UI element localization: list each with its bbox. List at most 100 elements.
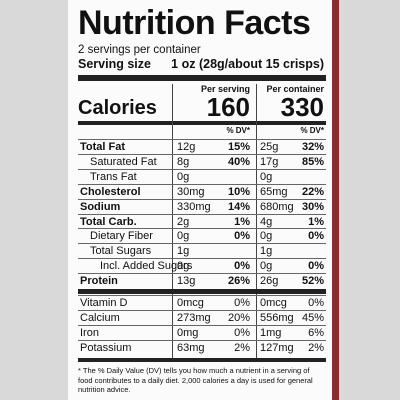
- title: Nutrition Facts: [78, 4, 311, 42]
- container-amount: 680mg: [260, 200, 294, 213]
- serving-amount: 273mg: [177, 312, 211, 324]
- divider: [78, 325, 326, 326]
- nutrient-name: Total Fat: [80, 141, 126, 153]
- nutrient-name: Trans Fat: [90, 170, 137, 183]
- column-header: Per serving: [200, 84, 250, 94]
- container-dv: 6%: [308, 327, 324, 339]
- container-dv: 45%: [301, 312, 324, 324]
- thick-rule: [78, 289, 326, 294]
- nutrient-name: Vitamin D: [80, 297, 128, 309]
- divider: [78, 273, 326, 275]
- serving-amount: 12g: [177, 141, 196, 153]
- divider: [78, 139, 326, 140]
- serving-amount: 13g: [177, 275, 196, 288]
- serving-size-value: 1 oz (28g/about 15 crisps): [171, 57, 324, 71]
- servings: 2 servings per container: [78, 44, 201, 56]
- container-dv: 30%: [301, 200, 324, 213]
- container-dv: 0%: [308, 260, 324, 273]
- calories-value: 160: [206, 92, 250, 122]
- column-divider: [256, 84, 257, 360]
- container-amount: 1mg: [260, 327, 282, 339]
- serving-amount: 0g: [177, 230, 190, 243]
- nutrient-name: Potassium: [80, 342, 132, 354]
- divider: [78, 228, 326, 230]
- nutrient-name: Iron: [80, 327, 99, 339]
- divider: [78, 198, 326, 200]
- container-amount: 4g: [260, 215, 273, 228]
- divider: [78, 183, 326, 185]
- serving-dv: 0%: [234, 230, 250, 243]
- container-amount: 0g: [260, 230, 273, 243]
- serving-amount: 2g: [177, 215, 190, 228]
- divider: [78, 310, 326, 311]
- nutrient-name: Protein: [80, 275, 118, 288]
- divider: [78, 213, 326, 215]
- serving-dv: 0%: [234, 297, 250, 309]
- package-edge: [332, 0, 339, 400]
- serving-dv: 1%: [234, 215, 250, 228]
- container-amount: 25g: [260, 141, 279, 153]
- dv-header: % DV*: [226, 126, 250, 135]
- nutrient-name: Cholesterol: [80, 185, 141, 198]
- divider: [78, 168, 326, 170]
- container-dv: 0%: [308, 297, 324, 309]
- thick-rule: [78, 121, 326, 125]
- serving-amount: 0mcg: [177, 297, 204, 309]
- nutrient-name: Total Sugars: [90, 245, 152, 258]
- thick-rule: [78, 358, 326, 362]
- footnote: * The % Daily Value (DV) tells you how m…: [78, 366, 313, 394]
- serving-dv: 0%: [234, 327, 250, 339]
- serving-amount: 330mg: [177, 200, 211, 213]
- container-amount: 17g: [260, 155, 279, 168]
- nutrient-name: Total Carb.: [80, 215, 137, 228]
- container-dv: 2%: [308, 342, 324, 354]
- serving-dv: 10%: [227, 185, 250, 198]
- container-amount: 65mg: [260, 185, 288, 198]
- serving-dv: 14%: [227, 200, 250, 213]
- container-dv: 22%: [301, 185, 324, 198]
- container-amount: 0mcg: [260, 297, 287, 309]
- serving-amount: 0mg: [177, 327, 199, 339]
- serving-dv: 15%: [227, 141, 250, 153]
- serving-amount: 63mg: [177, 342, 205, 354]
- divider: [78, 295, 326, 296]
- divider: [78, 258, 326, 260]
- serving-amount: 30mg: [177, 185, 205, 198]
- calories-value: 330: [280, 92, 324, 122]
- serving-dv: 26%: [227, 275, 250, 288]
- nutrient-name: Saturated Fat: [90, 155, 157, 168]
- nutrient-name: Dietary Fiber: [90, 230, 153, 243]
- serving-amount: 1g: [177, 245, 190, 258]
- serving-amount: 8g: [177, 155, 190, 168]
- container-amount: 127mg: [260, 342, 294, 354]
- container-dv: 85%: [301, 155, 324, 168]
- dv-header: % DV*: [300, 126, 324, 135]
- serving-dv: 2%: [234, 342, 250, 354]
- nutrient-name: Sodium: [80, 200, 121, 213]
- serving-size-label: Serving size: [78, 57, 151, 71]
- container-amount: 0g: [260, 260, 273, 273]
- serving-dv: 40%: [227, 155, 250, 168]
- container-dv: 32%: [301, 141, 324, 153]
- container-amount: 26g: [260, 275, 279, 288]
- label-panel: [68, 0, 332, 400]
- serving-dv: 20%: [227, 312, 250, 324]
- container-amount: 0g: [260, 170, 273, 183]
- calories-label: Calories: [78, 97, 157, 119]
- column-header: Per container: [266, 84, 324, 94]
- nutrient-name: Calcium: [80, 312, 120, 324]
- container-amount: 556mg: [260, 312, 294, 324]
- nutrient-name: Incl. Added Sugars: [100, 260, 193, 273]
- serving-amount: 0g: [177, 260, 190, 273]
- container-amount: 1g: [260, 245, 273, 258]
- thick-rule: [78, 75, 326, 81]
- container-dv: 0%: [308, 230, 324, 243]
- divider: [78, 340, 326, 341]
- divider: [78, 243, 326, 245]
- serving-dv: 0%: [234, 260, 250, 273]
- serving-amount: 0g: [177, 170, 190, 183]
- container-dv: 52%: [301, 275, 324, 288]
- column-divider: [172, 84, 173, 360]
- container-dv: 1%: [308, 215, 324, 228]
